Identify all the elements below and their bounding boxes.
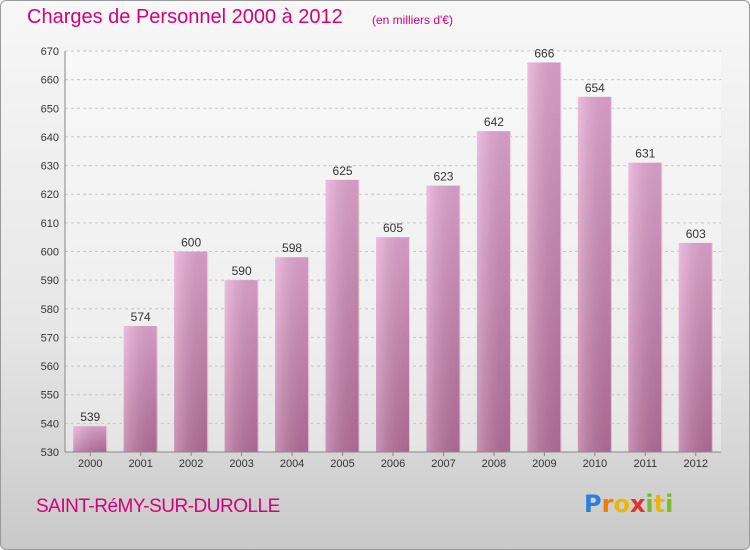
bar-shade xyxy=(577,96,612,452)
y-tick-label: 620 xyxy=(41,189,59,201)
bar-value-label: 625 xyxy=(333,164,353,178)
bar-value-label: 603 xyxy=(686,227,706,241)
y-tick-label: 600 xyxy=(41,247,59,259)
y-axis: 530 540 550 560 570 580 590 600 610 620 630 640 650 6… xyxy=(41,46,66,459)
bar-value-label: 623 xyxy=(433,170,453,184)
x-tick-label: 2008 xyxy=(482,458,506,470)
bar-shade xyxy=(174,251,209,452)
y-tick-label: 570 xyxy=(41,332,59,344)
x-tick-label: 2010 xyxy=(583,458,607,470)
bar-shade xyxy=(73,426,108,452)
x-tick-label: 2006 xyxy=(381,458,405,470)
bar-value-label: 654 xyxy=(585,81,605,95)
chart-title: Charges de Personnel 2000 à 2012 xyxy=(27,6,343,28)
x-tick-label: 2000 xyxy=(78,458,102,470)
y-tick-label: 610 xyxy=(41,218,59,230)
y-tick-label: 670 xyxy=(41,46,59,58)
bar-value-label: 642 xyxy=(484,115,504,129)
bar-shade xyxy=(224,280,259,452)
bar-shade xyxy=(678,242,713,452)
logo-letter: i xyxy=(665,490,674,518)
bar-value-label: 574 xyxy=(131,310,151,324)
bar-shade xyxy=(628,162,663,452)
x-tick-label: 2001 xyxy=(128,458,152,470)
logo-letter: i xyxy=(645,490,654,518)
y-tick-label: 650 xyxy=(41,103,59,115)
logo-letter: x xyxy=(629,490,646,518)
logo-letter: t xyxy=(653,490,666,518)
chart-unit: (en milliers d'€) xyxy=(372,13,453,27)
y-tick-label: 550 xyxy=(41,390,59,402)
bar-shade xyxy=(527,62,562,452)
bar-value-label: 600 xyxy=(181,236,201,250)
x-tick-label: 2009 xyxy=(532,458,556,470)
x-tick-label: 2005 xyxy=(330,458,354,470)
town-name: SAINT-RéMY-SUR-DUROLLE xyxy=(36,496,280,517)
y-tick-label: 560 xyxy=(41,361,59,373)
x-tick-label: 2011 xyxy=(633,458,657,470)
bar-value-label: 631 xyxy=(635,147,655,161)
x-tick-label: 2004 xyxy=(280,458,304,470)
bar-value-label: 539 xyxy=(80,410,100,424)
proxiti-logo: Proxiti xyxy=(584,490,673,518)
bars: 539 574 600 590 598 625 605 623 642 666 654 631 603 xyxy=(73,46,713,452)
y-tick-label: 530 xyxy=(41,447,59,459)
bar-value-label: 605 xyxy=(383,221,403,235)
bar-shade xyxy=(275,257,310,452)
y-tick-label: 590 xyxy=(41,275,59,287)
bar-value-label: 598 xyxy=(282,241,302,255)
y-tick-label: 640 xyxy=(41,132,59,144)
y-tick-label: 580 xyxy=(41,304,59,316)
bar-value-label: 590 xyxy=(232,264,252,278)
x-tick-label: 2012 xyxy=(684,458,708,470)
y-tick-label: 540 xyxy=(41,418,59,430)
bar-shade xyxy=(123,325,158,452)
x-tick-label: 2002 xyxy=(179,458,203,470)
bar-shade xyxy=(426,185,461,452)
x-tick-label: 2003 xyxy=(229,458,253,470)
y-tick-label: 660 xyxy=(41,75,59,87)
bar-shade xyxy=(476,131,511,452)
bar-value-label: 666 xyxy=(534,46,554,60)
x-axis: 2000 2001 2002 2003 2004 2005 2006 2007 2008 2009… xyxy=(65,451,721,470)
bar-shade xyxy=(376,237,410,452)
y-tick-label: 630 xyxy=(41,161,59,173)
x-tick-label: 2007 xyxy=(431,458,455,470)
logo-letter: r xyxy=(601,490,614,518)
logo-letter: P xyxy=(584,490,602,518)
logo-letter: o xyxy=(613,490,630,518)
bar-shade xyxy=(325,179,360,452)
